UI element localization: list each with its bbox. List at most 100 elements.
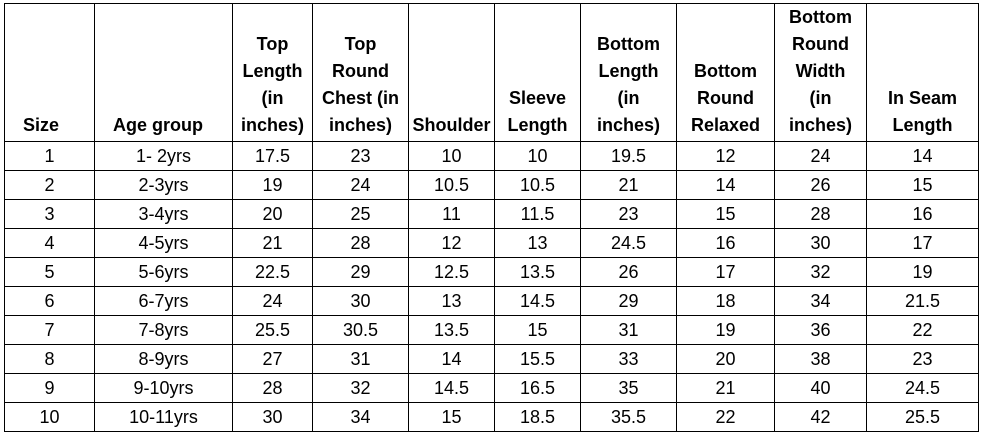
table-cell[interactable]: 10 bbox=[4, 402, 95, 432]
table-cell[interactable]: 24 bbox=[774, 141, 867, 171]
table-cell[interactable]: 38 bbox=[774, 344, 867, 374]
table-cell[interactable]: 23 bbox=[312, 141, 409, 171]
table-cell[interactable]: 21 bbox=[580, 170, 677, 200]
column-header[interactable]: Bottom Round Width (in inches) bbox=[774, 3, 867, 142]
table-cell[interactable]: 18.5 bbox=[494, 402, 581, 432]
table-cell[interactable]: 15 bbox=[866, 170, 979, 200]
table-cell[interactable]: 8 bbox=[4, 344, 95, 374]
table-cell[interactable]: 14.5 bbox=[408, 373, 495, 403]
table-cell[interactable]: 10-11yrs bbox=[94, 402, 233, 432]
table-cell[interactable]: 17 bbox=[866, 228, 979, 258]
table-cell[interactable]: 7-8yrs bbox=[94, 315, 233, 345]
table-cell[interactable]: 32 bbox=[774, 257, 867, 287]
table-cell[interactable]: 17 bbox=[676, 257, 775, 287]
table-cell[interactable]: 2 bbox=[4, 170, 95, 200]
table-cell[interactable]: 15.5 bbox=[494, 344, 581, 374]
table-cell[interactable]: 26 bbox=[774, 170, 867, 200]
table-cell[interactable]: 9-10yrs bbox=[94, 373, 233, 403]
table-cell[interactable]: 20 bbox=[232, 199, 313, 229]
table-cell[interactable]: 10.5 bbox=[494, 170, 581, 200]
table-cell[interactable]: 23 bbox=[580, 199, 677, 229]
table-cell[interactable]: 19.5 bbox=[580, 141, 677, 171]
table-cell[interactable]: 11.5 bbox=[494, 199, 581, 229]
table-cell[interactable]: 35.5 bbox=[580, 402, 677, 432]
table-cell[interactable]: 22.5 bbox=[232, 257, 313, 287]
table-cell[interactable]: 24.5 bbox=[580, 228, 677, 258]
table-cell[interactable]: 23 bbox=[866, 344, 979, 374]
table-cell[interactable]: 32 bbox=[312, 373, 409, 403]
table-cell[interactable]: 33 bbox=[580, 344, 677, 374]
table-cell[interactable]: 16 bbox=[676, 228, 775, 258]
table-cell[interactable]: 34 bbox=[312, 402, 409, 432]
table-cell[interactable]: 16 bbox=[866, 199, 979, 229]
table-cell[interactable]: 14.5 bbox=[494, 286, 581, 316]
table-cell[interactable]: 24 bbox=[312, 170, 409, 200]
table-cell[interactable]: 12 bbox=[676, 141, 775, 171]
table-cell[interactable]: 6-7yrs bbox=[94, 286, 233, 316]
table-cell[interactable]: 28 bbox=[774, 199, 867, 229]
table-cell[interactable]: 30 bbox=[774, 228, 867, 258]
table-cell[interactable]: 10 bbox=[494, 141, 581, 171]
table-cell[interactable]: 13.5 bbox=[408, 315, 495, 345]
table-cell[interactable]: 1 bbox=[4, 141, 95, 171]
table-cell[interactable]: 31 bbox=[312, 344, 409, 374]
table-cell[interactable]: 9 bbox=[4, 373, 95, 403]
table-cell[interactable]: 14 bbox=[676, 170, 775, 200]
table-cell[interactable]: 15 bbox=[676, 199, 775, 229]
table-cell[interactable]: 4-5yrs bbox=[94, 228, 233, 258]
table-cell[interactable]: 8-9yrs bbox=[94, 344, 233, 374]
column-header[interactable]: Age group bbox=[94, 3, 233, 142]
table-cell[interactable]: 21 bbox=[676, 373, 775, 403]
column-header[interactable]: In Seam Length bbox=[866, 3, 979, 142]
column-header[interactable]: Size bbox=[4, 3, 95, 142]
table-cell[interactable]: 16.5 bbox=[494, 373, 581, 403]
table-cell[interactable]: 10.5 bbox=[408, 170, 495, 200]
table-cell[interactable]: 13 bbox=[494, 228, 581, 258]
table-cell[interactable]: 14 bbox=[866, 141, 979, 171]
column-header[interactable]: Top Length (in inches) bbox=[232, 3, 313, 142]
table-cell[interactable]: 11 bbox=[408, 199, 495, 229]
table-cell[interactable]: 35 bbox=[580, 373, 677, 403]
table-cell[interactable]: 13.5 bbox=[494, 257, 581, 287]
table-cell[interactable]: 12 bbox=[408, 228, 495, 258]
table-cell[interactable]: 29 bbox=[312, 257, 409, 287]
column-header[interactable]: Sleeve Length bbox=[494, 3, 581, 142]
table-cell[interactable]: 25.5 bbox=[232, 315, 313, 345]
table-cell[interactable]: 24 bbox=[232, 286, 313, 316]
table-cell[interactable]: 19 bbox=[232, 170, 313, 200]
table-cell[interactable]: 30 bbox=[232, 402, 313, 432]
table-cell[interactable]: 15 bbox=[408, 402, 495, 432]
table-cell[interactable]: 34 bbox=[774, 286, 867, 316]
table-cell[interactable]: 17.5 bbox=[232, 141, 313, 171]
table-cell[interactable]: 42 bbox=[774, 402, 867, 432]
table-cell[interactable]: 14 bbox=[408, 344, 495, 374]
table-cell[interactable]: 13 bbox=[408, 286, 495, 316]
table-cell[interactable]: 21.5 bbox=[866, 286, 979, 316]
table-cell[interactable]: 28 bbox=[312, 228, 409, 258]
column-header[interactable]: Bottom Round Relaxed bbox=[676, 3, 775, 142]
table-cell[interactable]: 30 bbox=[312, 286, 409, 316]
table-cell[interactable]: 15 bbox=[494, 315, 581, 345]
table-cell[interactable]: 10 bbox=[408, 141, 495, 171]
table-cell[interactable]: 19 bbox=[676, 315, 775, 345]
table-cell[interactable]: 22 bbox=[676, 402, 775, 432]
table-cell[interactable]: 3-4yrs bbox=[94, 199, 233, 229]
table-cell[interactable]: 18 bbox=[676, 286, 775, 316]
table-cell[interactable]: 4 bbox=[4, 228, 95, 258]
table-cell[interactable]: 7 bbox=[4, 315, 95, 345]
column-header[interactable]: Bottom Length (in inches) bbox=[580, 3, 677, 142]
column-header[interactable]: Shoulder bbox=[408, 3, 495, 142]
table-cell[interactable]: 2-3yrs bbox=[94, 170, 233, 200]
table-cell[interactable]: 1- 2yrs bbox=[94, 141, 233, 171]
table-cell[interactable]: 30.5 bbox=[312, 315, 409, 345]
table-cell[interactable]: 19 bbox=[866, 257, 979, 287]
table-cell[interactable]: 28 bbox=[232, 373, 313, 403]
table-cell[interactable]: 36 bbox=[774, 315, 867, 345]
table-cell[interactable]: 26 bbox=[580, 257, 677, 287]
table-cell[interactable]: 21 bbox=[232, 228, 313, 258]
table-cell[interactable]: 22 bbox=[866, 315, 979, 345]
table-cell[interactable]: 24.5 bbox=[866, 373, 979, 403]
table-cell[interactable]: 5-6yrs bbox=[94, 257, 233, 287]
table-cell[interactable]: 29 bbox=[580, 286, 677, 316]
table-cell[interactable]: 5 bbox=[4, 257, 95, 287]
